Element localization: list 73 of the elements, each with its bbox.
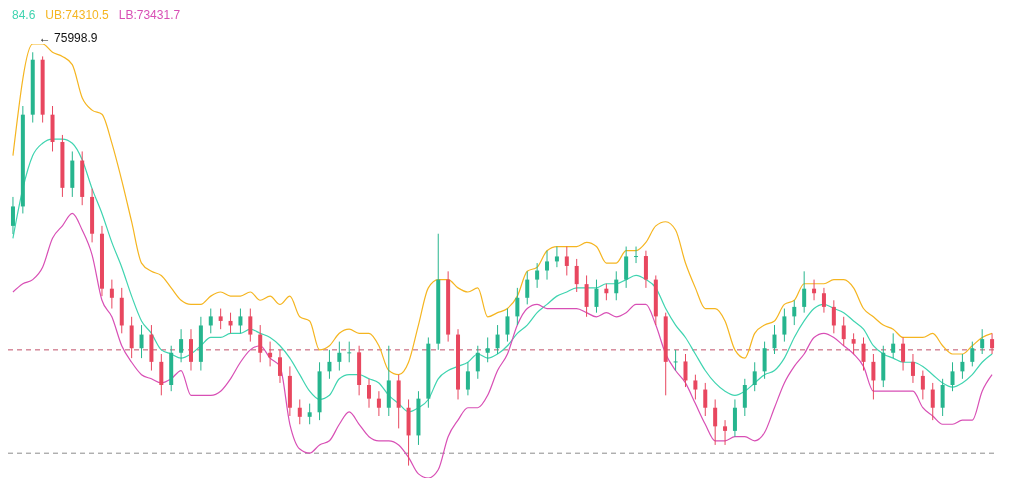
candlestick: [821, 287, 826, 314]
candlestick: [614, 270, 619, 301]
candlestick: [732, 398, 737, 438]
candlestick: [258, 324, 263, 363]
candlestick: [901, 336, 906, 372]
candlestick: [703, 382, 708, 417]
candlestick: [307, 403, 312, 425]
candlestick: [950, 361, 955, 392]
candlestick: [920, 370, 925, 400]
candlestick: [594, 279, 599, 314]
candlestick: [673, 349, 678, 372]
text: LB:73431.7: [118, 8, 181, 22]
candlestick: [515, 287, 520, 326]
candlestick: [940, 378, 945, 417]
candlestick: [188, 328, 193, 372]
candlestick: [990, 332, 995, 355]
candlestick: [624, 246, 629, 289]
candlestick: [831, 299, 836, 334]
candlestick: [752, 361, 757, 392]
candlestick: [910, 353, 915, 384]
candlestick: [851, 332, 856, 355]
text: 84.6: [12, 8, 36, 22]
candlestick: [297, 398, 302, 425]
candlestick: [970, 341, 975, 367]
candlestick: [465, 361, 470, 396]
candlestick: [861, 336, 866, 372]
candlestick: [772, 324, 777, 355]
candlestick: [723, 419, 728, 446]
candlestick: [762, 341, 767, 380]
candlestick: [713, 398, 718, 446]
candlestick: [891, 332, 896, 359]
text: ← 75998.9: [38, 31, 98, 46]
candlestick: [545, 250, 550, 281]
candlestick: [930, 382, 935, 421]
candlestick: [980, 328, 985, 355]
candlestick: [782, 308, 787, 343]
candlestick: [802, 270, 807, 314]
candlestick: [475, 345, 480, 380]
candlestick: [495, 324, 500, 355]
candlestick: [218, 308, 223, 330]
candlestick: [10, 196, 15, 235]
candlestick: [742, 378, 747, 417]
candlestick: [584, 274, 589, 318]
candlestick: [505, 308, 510, 343]
candlestick: [554, 246, 559, 268]
candlestick: [179, 328, 184, 363]
candlestick: [129, 316, 134, 359]
candlestick: [376, 390, 381, 417]
candlestick: [643, 250, 648, 289]
candlestick: [693, 374, 698, 400]
series-label: UB:74310.5: [45, 8, 109, 22]
candlestick: [960, 353, 965, 380]
candlestick: [238, 308, 243, 334]
candlestick: [208, 308, 213, 334]
candlestick: [871, 353, 876, 400]
candlestick: [525, 270, 530, 305]
candlestick: [535, 262, 540, 289]
candlestick: [634, 246, 639, 264]
candlestick: [347, 341, 352, 363]
candlestick: [574, 258, 579, 293]
candlestick: [564, 246, 569, 276]
candlestick: [327, 349, 332, 380]
candlestick: [337, 341, 342, 372]
candlestick: [109, 279, 114, 310]
candlestick: [139, 324, 144, 359]
candlestick: [841, 316, 846, 347]
candlestick: [248, 308, 253, 343]
candlestick: [278, 349, 282, 384]
candlestick: [683, 353, 688, 388]
candlestick: [485, 336, 490, 363]
candlestick: [792, 299, 797, 326]
candlestick: [367, 378, 372, 409]
candlestick: [159, 353, 164, 396]
